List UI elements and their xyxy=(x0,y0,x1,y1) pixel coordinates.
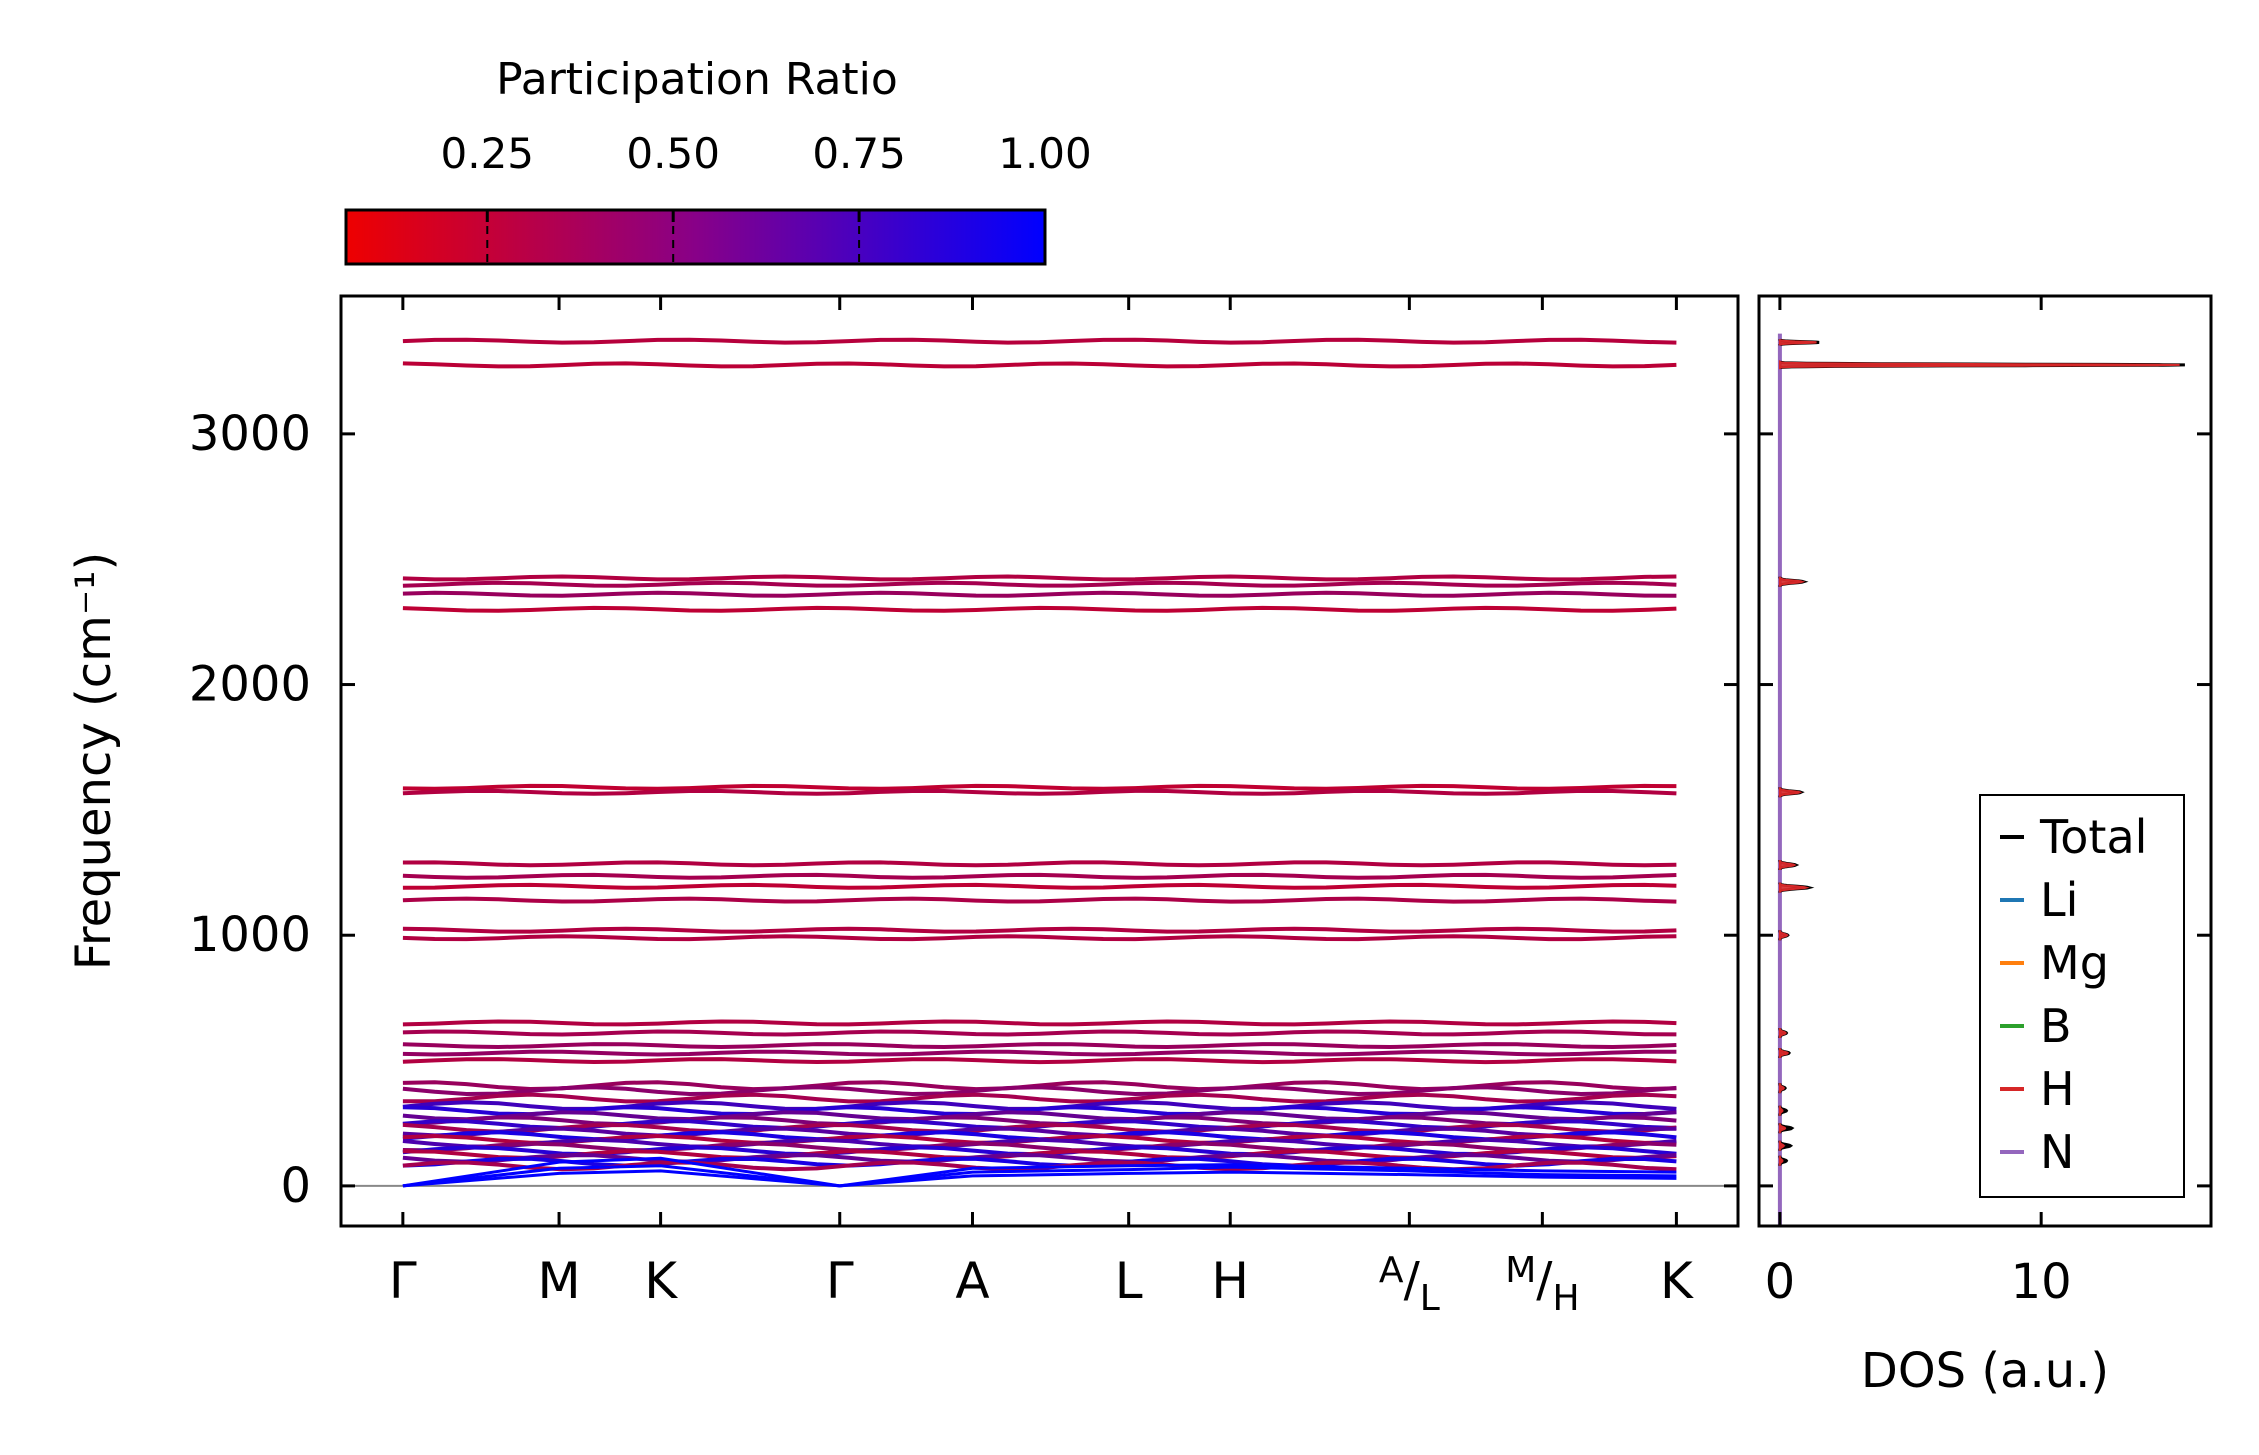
k-point-label: M xyxy=(537,1252,580,1310)
k-point-label: Γ xyxy=(826,1252,854,1310)
band-line xyxy=(402,590,1677,598)
acoustic-band-line xyxy=(402,1169,1677,1188)
colorbar-tick-label: 0.25 xyxy=(441,129,535,178)
band-line xyxy=(402,605,1677,613)
dos-x-tick-label: 10 xyxy=(2011,1254,2072,1310)
band-line xyxy=(402,1126,1677,1138)
band-line xyxy=(402,1085,1677,1097)
y-axis-label: Frequency (cm⁻¹) xyxy=(66,552,122,970)
band-frame xyxy=(339,294,1740,1228)
dos-peak-H xyxy=(1778,930,1789,941)
legend-box xyxy=(1979,794,2185,1198)
dos-frame xyxy=(1757,294,2213,1228)
k-point-label: Γ xyxy=(389,1252,417,1310)
k-point-label: A/L xyxy=(1379,1250,1440,1319)
y-tick-label: 0 xyxy=(280,1158,311,1214)
band-lines xyxy=(341,337,1738,1188)
band-line xyxy=(402,872,1677,880)
dos-legend: Total Li Mg BHN xyxy=(1979,794,2185,1198)
legend-label: B xyxy=(2040,999,2072,1053)
band-line xyxy=(402,1057,1677,1065)
band-line xyxy=(402,1137,1677,1149)
dos-panel: 0 10 DOS (a.u.) Total Li Mg BHN xyxy=(1757,294,2213,1399)
band-line xyxy=(402,934,1677,942)
dos-peak-H xyxy=(1778,1028,1787,1038)
band-line xyxy=(402,337,1677,345)
band-structure-panel: 0 1000 2000 3000 Γ M K Γ A L H A/L M/H K Frequency (c… xyxy=(66,294,2211,1319)
band-line xyxy=(402,788,1677,796)
k-point-label: A xyxy=(955,1252,989,1310)
band-line xyxy=(402,926,1677,934)
colorbar-tick-label: 0.75 xyxy=(812,129,906,178)
band-line xyxy=(402,1092,1677,1104)
dos-curves xyxy=(1777,333,2185,1226)
band-line xyxy=(402,783,1677,791)
band-line xyxy=(402,882,1677,890)
dos-peak-H xyxy=(1778,1083,1785,1094)
colorbar-tick-label: 1.00 xyxy=(998,129,1092,178)
k-point-label: M/H xyxy=(1505,1250,1579,1319)
dos-peak-H xyxy=(1778,1048,1790,1058)
k-point-label: K xyxy=(1660,1252,1694,1310)
k-point-label: L xyxy=(1115,1252,1143,1310)
dos-peak-H xyxy=(1778,1140,1785,1151)
dos-peak-H xyxy=(1778,860,1797,870)
band-line xyxy=(402,1110,1677,1122)
dos-peak-H xyxy=(1778,339,1817,346)
band-line xyxy=(402,1152,1677,1164)
band-line xyxy=(402,574,1677,582)
band-line xyxy=(402,361,1677,369)
dos-peak-H xyxy=(1779,359,2180,370)
band-line xyxy=(402,1019,1677,1027)
dos-peak-H xyxy=(1778,1105,1784,1116)
band-axes: 0 1000 2000 3000 Γ M K Γ A L H A/L M/H K xyxy=(189,296,2211,1319)
colorbar-tick-label: 0.50 xyxy=(626,129,720,178)
band-line xyxy=(402,1122,1677,1134)
legend-label: Total xyxy=(2039,810,2147,864)
band-line xyxy=(402,580,1677,588)
y-tick-label: 3000 xyxy=(189,406,311,462)
y-tick-label: 1000 xyxy=(189,907,311,963)
colorbar-ticks: 0.25 0.50 0.75 1.00 xyxy=(441,129,1092,264)
band-line xyxy=(402,1141,1677,1153)
legend-label: H xyxy=(2040,1062,2075,1116)
legend-label: N xyxy=(2040,1125,2074,1179)
band-line xyxy=(402,860,1677,868)
band-line xyxy=(402,1029,1677,1037)
band-line xyxy=(402,1042,1677,1050)
acoustic-band-line xyxy=(402,1164,1677,1188)
colorbar-gradient xyxy=(344,208,1047,266)
dos-peak-H xyxy=(1778,1155,1784,1166)
dos-peak-H xyxy=(1778,787,1803,798)
y-tick-label: 2000 xyxy=(189,657,311,713)
colorbar: Participation Ratio 0.25 0.50 0.75 1.00 xyxy=(344,54,1092,266)
colorbar-label: Participation Ratio xyxy=(496,54,898,105)
legend-label: Mg xyxy=(2040,936,2109,990)
legend-label: Li xyxy=(2040,873,2078,927)
acoustic-band-line xyxy=(402,1156,1677,1188)
dos-peak-H xyxy=(1778,576,1806,587)
band-line xyxy=(402,896,1677,904)
dos-peak-H xyxy=(1778,1123,1787,1134)
band-line xyxy=(402,1049,1677,1057)
dos-x-tick-label: 0 xyxy=(1765,1254,1796,1310)
dos-x-axis-label: DOS (a.u.) xyxy=(1861,1343,2109,1399)
dos-peak-H xyxy=(1778,882,1810,893)
dos-axes: 0 10 xyxy=(1765,296,2072,1310)
k-point-label: K xyxy=(644,1252,678,1310)
k-point-label: H xyxy=(1211,1252,1249,1310)
